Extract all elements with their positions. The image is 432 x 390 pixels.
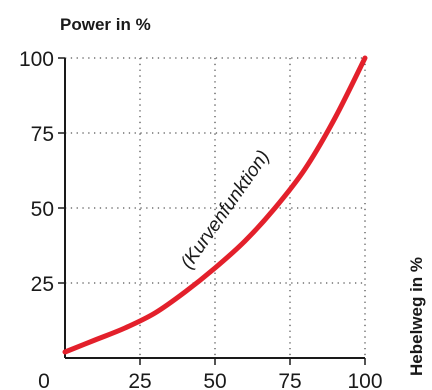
y-tick-label-0: 100	[19, 48, 54, 71]
tick-marks	[58, 57, 366, 365]
x-axis-title: Hebelweg in %	[407, 257, 426, 376]
grid	[65, 57, 366, 358]
y-tick-label-2: 50	[31, 198, 54, 221]
series-group	[62, 55, 368, 355]
x-tick-label-1: 25	[128, 370, 151, 390]
x-tick-label-2: 50	[203, 370, 226, 390]
y-tick-label-1: 75	[31, 123, 54, 146]
x-tick-label-4: 100	[347, 370, 382, 390]
y-axis-title: Power in %	[60, 15, 151, 34]
curve-annotation: (Kurvenfunktion)	[177, 147, 274, 273]
y-tick-label-3: 25	[31, 273, 54, 296]
x-tick-label-0: 0	[38, 370, 50, 390]
x-tick-label-3: 75	[278, 370, 301, 390]
series-line-0	[62, 55, 368, 355]
tick-labels: 0 25 50 75 100 100 75 50 25	[19, 48, 383, 390]
